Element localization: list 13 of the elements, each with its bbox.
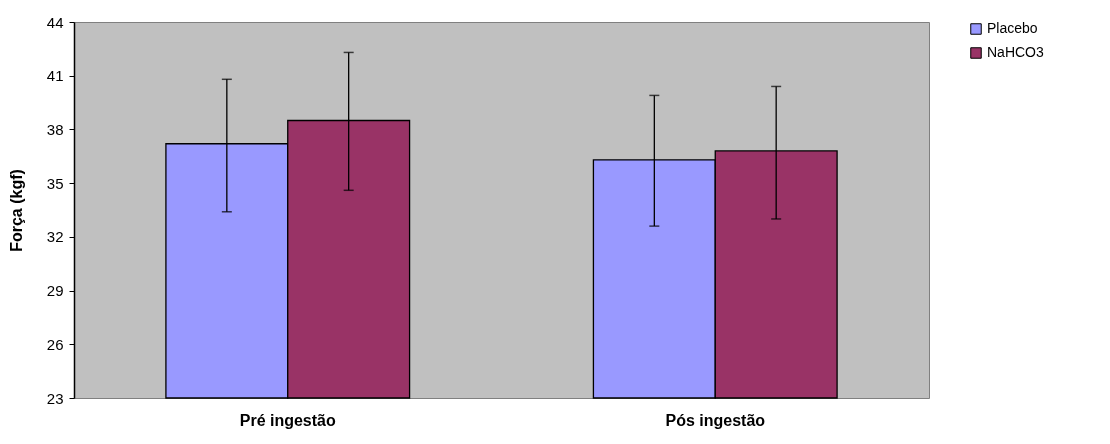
y-tick-label: 44	[46, 13, 64, 31]
y-tick-label: 32	[46, 228, 64, 246]
y-axis-title: Força (kgf)	[7, 169, 25, 252]
y-tick-label: 35	[46, 174, 64, 192]
x-tick-label: Pré ingestão	[239, 411, 336, 429]
legend-label: NaHCO3	[987, 44, 1045, 60]
y-tick-label: 41	[46, 67, 64, 85]
y-tick-label: 26	[46, 335, 64, 353]
legend-label: Placebo	[987, 20, 1038, 36]
y-tick-label: 29	[46, 282, 64, 300]
y-tick-label: 38	[46, 120, 64, 138]
x-tick-label: Pós ingestão	[665, 411, 766, 429]
y-tick-label: 23	[46, 389, 64, 407]
